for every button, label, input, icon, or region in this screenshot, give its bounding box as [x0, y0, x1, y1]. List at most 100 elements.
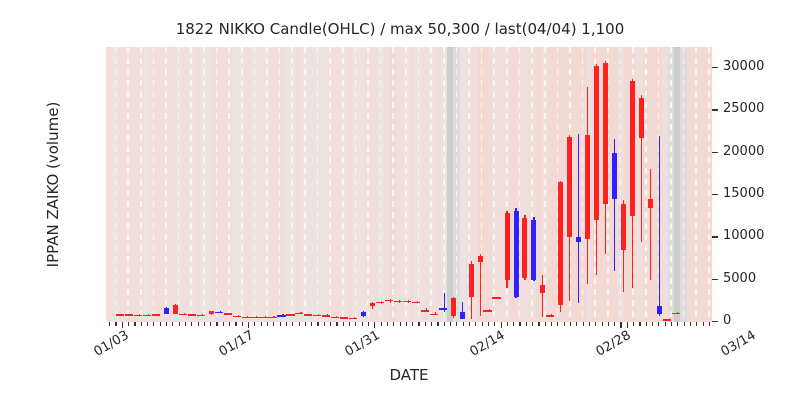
candle-flat-marker [492, 297, 498, 299]
candle-wick [246, 315, 248, 317]
candle-body [432, 313, 438, 315]
x-axis-minor-tick [159, 322, 161, 326]
x-axis-minor-tick [109, 322, 111, 326]
candle-body [298, 312, 304, 315]
candle-wick [336, 316, 338, 318]
candle-flat-marker [286, 314, 292, 316]
candle-body [405, 300, 411, 303]
candle-wick [273, 316, 275, 318]
x-axis-minor-tick [633, 322, 635, 326]
x-axis-minor-tick [450, 322, 452, 326]
candle-wick [318, 313, 320, 316]
x-axis-minor-tick [519, 322, 521, 326]
candle-flat-marker [420, 310, 426, 312]
x-axis-minor-tick [639, 322, 641, 326]
candle-body [647, 199, 653, 208]
candle-body [173, 304, 179, 314]
x-axis-minor-tick [677, 322, 679, 326]
y-tick-label: 0 [723, 313, 732, 328]
candle-flat-marker [295, 312, 301, 315]
x-axis-minor-tick [140, 322, 142, 326]
x-axis-minor-tick [702, 322, 704, 326]
y-tick-label: 20000 [723, 143, 765, 159]
x-axis-minor-tick [367, 322, 370, 326]
candle-wick [578, 134, 580, 304]
x-axis-minor-tick [494, 322, 496, 326]
x-axis-minor-tick [658, 322, 660, 326]
x-axis-minor-tick [298, 322, 300, 326]
x-axis-minor-tick [418, 322, 420, 326]
candle-body [629, 80, 635, 217]
candle-body [307, 314, 313, 316]
candle-flat-marker [411, 301, 417, 304]
candle-body [549, 315, 555, 317]
candle-body [585, 135, 591, 240]
candle-wick [649, 168, 651, 280]
x-axis-minor-tick [216, 322, 218, 326]
candle-body [235, 316, 241, 318]
candle-wick [667, 318, 669, 320]
y-tick-mark [712, 151, 718, 154]
x-axis-minor-tick [330, 322, 332, 326]
y-tick-label: 5000 [723, 270, 757, 286]
x-axis-minor-tick [569, 322, 572, 326]
candle-flat-marker [151, 314, 157, 316]
candle-flat-marker [125, 314, 131, 316]
x-axis-minor-tick [481, 322, 483, 326]
candle-flat-marker [268, 316, 274, 319]
x-axis-minor-tick [172, 322, 174, 326]
x-axis-minor-tick [513, 322, 515, 326]
candle-body [594, 65, 600, 221]
x-axis-minor-tick [405, 322, 407, 326]
x-axis-minor-tick [342, 322, 344, 326]
x-axis-minor-tick [607, 322, 609, 326]
candle-wick [309, 313, 311, 315]
candle-body [665, 319, 671, 321]
candle-wick [192, 313, 195, 315]
y-tick-mark [712, 278, 718, 280]
x-axis-minor-tick [525, 322, 527, 326]
candle-body [388, 300, 394, 302]
candle-flat-marker [546, 315, 552, 317]
x-axis-minor-tick [115, 322, 117, 326]
x-axis-minor-tick [380, 322, 382, 326]
x-axis-minor-tick [595, 322, 597, 326]
y-tick-label: 25000 [723, 101, 765, 117]
x-axis-minor-tick [689, 322, 691, 326]
x-axis-minor-tick [614, 322, 616, 326]
x-axis-minor-tick [532, 322, 534, 326]
y-tick-mark [712, 109, 718, 111]
x-axis-minor-tick [588, 322, 590, 326]
x-axis-minor-tick [222, 322, 224, 326]
candle-wick [434, 311, 436, 315]
candle-flat-marker [223, 313, 229, 315]
candle-wick [264, 316, 266, 318]
x-tick-label: 02/28 [593, 328, 634, 360]
x-axis-minor-tick [285, 322, 287, 326]
candle-wick [345, 316, 347, 318]
x-axis-minor-tick [456, 322, 458, 326]
x-axis-minor-tick [696, 322, 698, 326]
candle-flat-marker [384, 300, 390, 302]
x-axis-minor-tick [487, 322, 489, 326]
x-axis-minor-tick [311, 322, 313, 326]
candle-body [576, 237, 582, 242]
y-axis-label: IPPAN ZAIKO (volume) [44, 101, 62, 268]
x-axis-minor-tick [557, 322, 559, 326]
candle-body [379, 301, 385, 304]
candle-flat-marker [134, 314, 140, 317]
candle-flat-marker [196, 314, 202, 317]
candle-body [486, 310, 492, 312]
candle-body [208, 311, 214, 315]
candle-wick [479, 254, 481, 317]
x-axis-minor-tick [361, 322, 363, 326]
candle-wick [354, 316, 356, 319]
y-tick-mark [712, 236, 718, 238]
x-axis-minor-tick [468, 322, 471, 326]
x-axis-minor-tick [683, 322, 685, 326]
candle-body [361, 311, 367, 317]
x-axis-minor-tick [235, 322, 237, 326]
chart-title: 1822 NIKKO Candle(OHLC) / max 50,300 / l… [175, 20, 625, 38]
candle-body [513, 211, 519, 297]
